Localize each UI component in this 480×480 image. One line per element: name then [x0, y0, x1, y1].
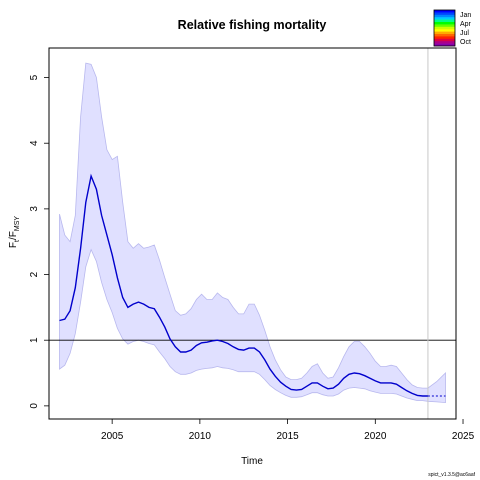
y-tick-label: 0	[29, 403, 40, 409]
y-axis-label-main: F	[8, 242, 19, 248]
confidence-band	[59, 62, 446, 404]
x-tick-label: 2015	[276, 431, 299, 442]
legend-color-segment	[434, 36, 455, 40]
legend-color-segment	[434, 31, 455, 35]
series-line-estimate	[59, 173, 428, 397]
legend-color-bar	[434, 10, 455, 47]
y-tick-label: 5	[29, 74, 40, 80]
y-tick-label: 3	[29, 206, 40, 212]
y-tick-label: 4	[29, 140, 40, 146]
x-axis: 2005 2010 2015 2020 2025	[101, 419, 475, 442]
legend-color-segment	[434, 12, 455, 16]
legend-color-segment	[434, 29, 455, 32]
chart-title: Relative fishing mortality	[178, 18, 327, 32]
legend-color-segment	[434, 24, 455, 28]
x-tick-label: 2025	[452, 431, 475, 442]
version-footnote: spict_v1.3.5@ac6aaf	[428, 472, 475, 478]
y-axis-label-sub1: t	[14, 240, 21, 242]
legend-entry-oct: Oct	[460, 39, 471, 46]
y-axis-label-sub2: MSY	[14, 216, 21, 232]
legend-color-segment	[434, 38, 455, 42]
legend-color-segment	[434, 26, 455, 30]
legend: Jan Apr Jul Oct	[433, 9, 472, 47]
legend-bar-frame	[433, 9, 456, 47]
x-tick-label: 2020	[364, 431, 387, 442]
x-axis-label: Time	[241, 456, 263, 467]
legend-color-segment	[434, 34, 455, 37]
y-axis: 0 1 2 3 4 5	[29, 74, 49, 409]
x-tick-label: 2010	[189, 431, 212, 442]
legend-color-segment	[434, 14, 455, 18]
legend-color-segment	[434, 19, 455, 23]
plot-frame	[48, 47, 457, 420]
legend-entry-apr: Apr	[460, 21, 472, 28]
legend-entry-jan: Jan	[460, 12, 471, 19]
y-axis-label: Ft/FMSY	[8, 216, 21, 248]
y-axis-label-sep: /F	[8, 231, 19, 240]
x-tick-label: 2005	[101, 431, 124, 442]
y-tick-label: 2	[29, 271, 40, 277]
legend-entry-jul: Jul	[460, 30, 469, 37]
y-tick-label: 1	[29, 337, 40, 343]
legend-color-segment	[434, 10, 455, 13]
legend-color-segment	[434, 43, 455, 47]
legend-color-segment	[434, 17, 455, 20]
legend-color-segment	[434, 41, 455, 44]
legend-color-segment	[434, 22, 455, 25]
